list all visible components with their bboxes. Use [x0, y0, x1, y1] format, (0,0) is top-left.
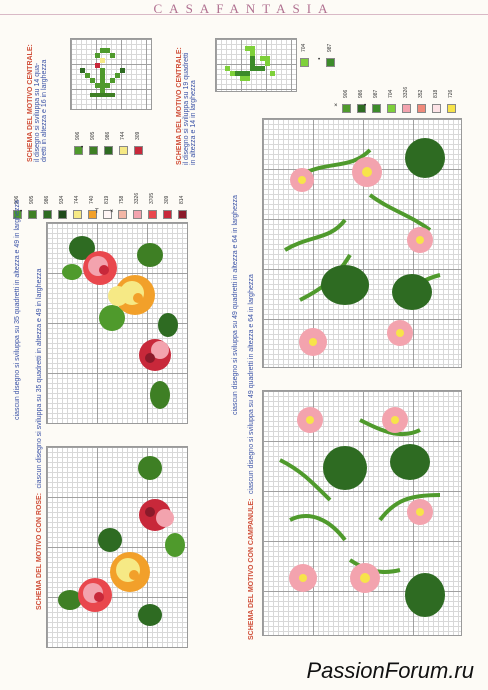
legend-swatch — [447, 104, 456, 113]
legend-swatch — [372, 104, 381, 113]
legend-swatch — [43, 210, 52, 219]
legend-swatch — [300, 58, 309, 67]
legend-symbol: × — [110, 209, 114, 215]
header-rule — [0, 14, 488, 15]
legend-symbol: T — [95, 209, 99, 215]
legend-symbol: • — [20, 209, 23, 215]
legend-swatch — [118, 210, 127, 219]
legend-swatch — [119, 146, 128, 155]
legend-swatch — [357, 104, 366, 113]
legend-swatch — [432, 104, 441, 113]
legend-swatch — [326, 58, 335, 67]
legend-swatch — [387, 104, 396, 113]
legend-swatch — [89, 146, 98, 155]
legend-swatch — [417, 104, 426, 113]
legend-swatch — [148, 210, 157, 219]
legend-swatch — [28, 210, 37, 219]
legend-symbol: • — [318, 57, 321, 63]
legend-swatch — [103, 210, 112, 219]
chart-grid-top-left — [70, 38, 152, 110]
legend-swatch — [58, 210, 67, 219]
legend-swatch — [13, 210, 22, 219]
legend-swatch — [74, 146, 83, 155]
watermark: PassionForum.ru — [306, 658, 474, 683]
legend-swatch — [402, 104, 411, 113]
legend-symbol: • — [364, 103, 367, 109]
legend-symbol: • — [81, 145, 84, 151]
legend-swatch — [104, 146, 113, 155]
legend-swatch — [88, 210, 97, 219]
chart-grid-top-mid — [215, 38, 297, 92]
legend-swatch — [342, 104, 351, 113]
legend-swatch — [73, 210, 82, 219]
legend-swatch — [163, 210, 172, 219]
magazine-title: CASAFANTASIA — [153, 1, 335, 16]
legend-swatch — [178, 210, 187, 219]
legend-swatch — [133, 210, 142, 219]
page-header: CASAFANTASIA — [0, 0, 488, 18]
legend-symbol: × — [334, 103, 338, 109]
legend-swatch — [134, 146, 143, 155]
